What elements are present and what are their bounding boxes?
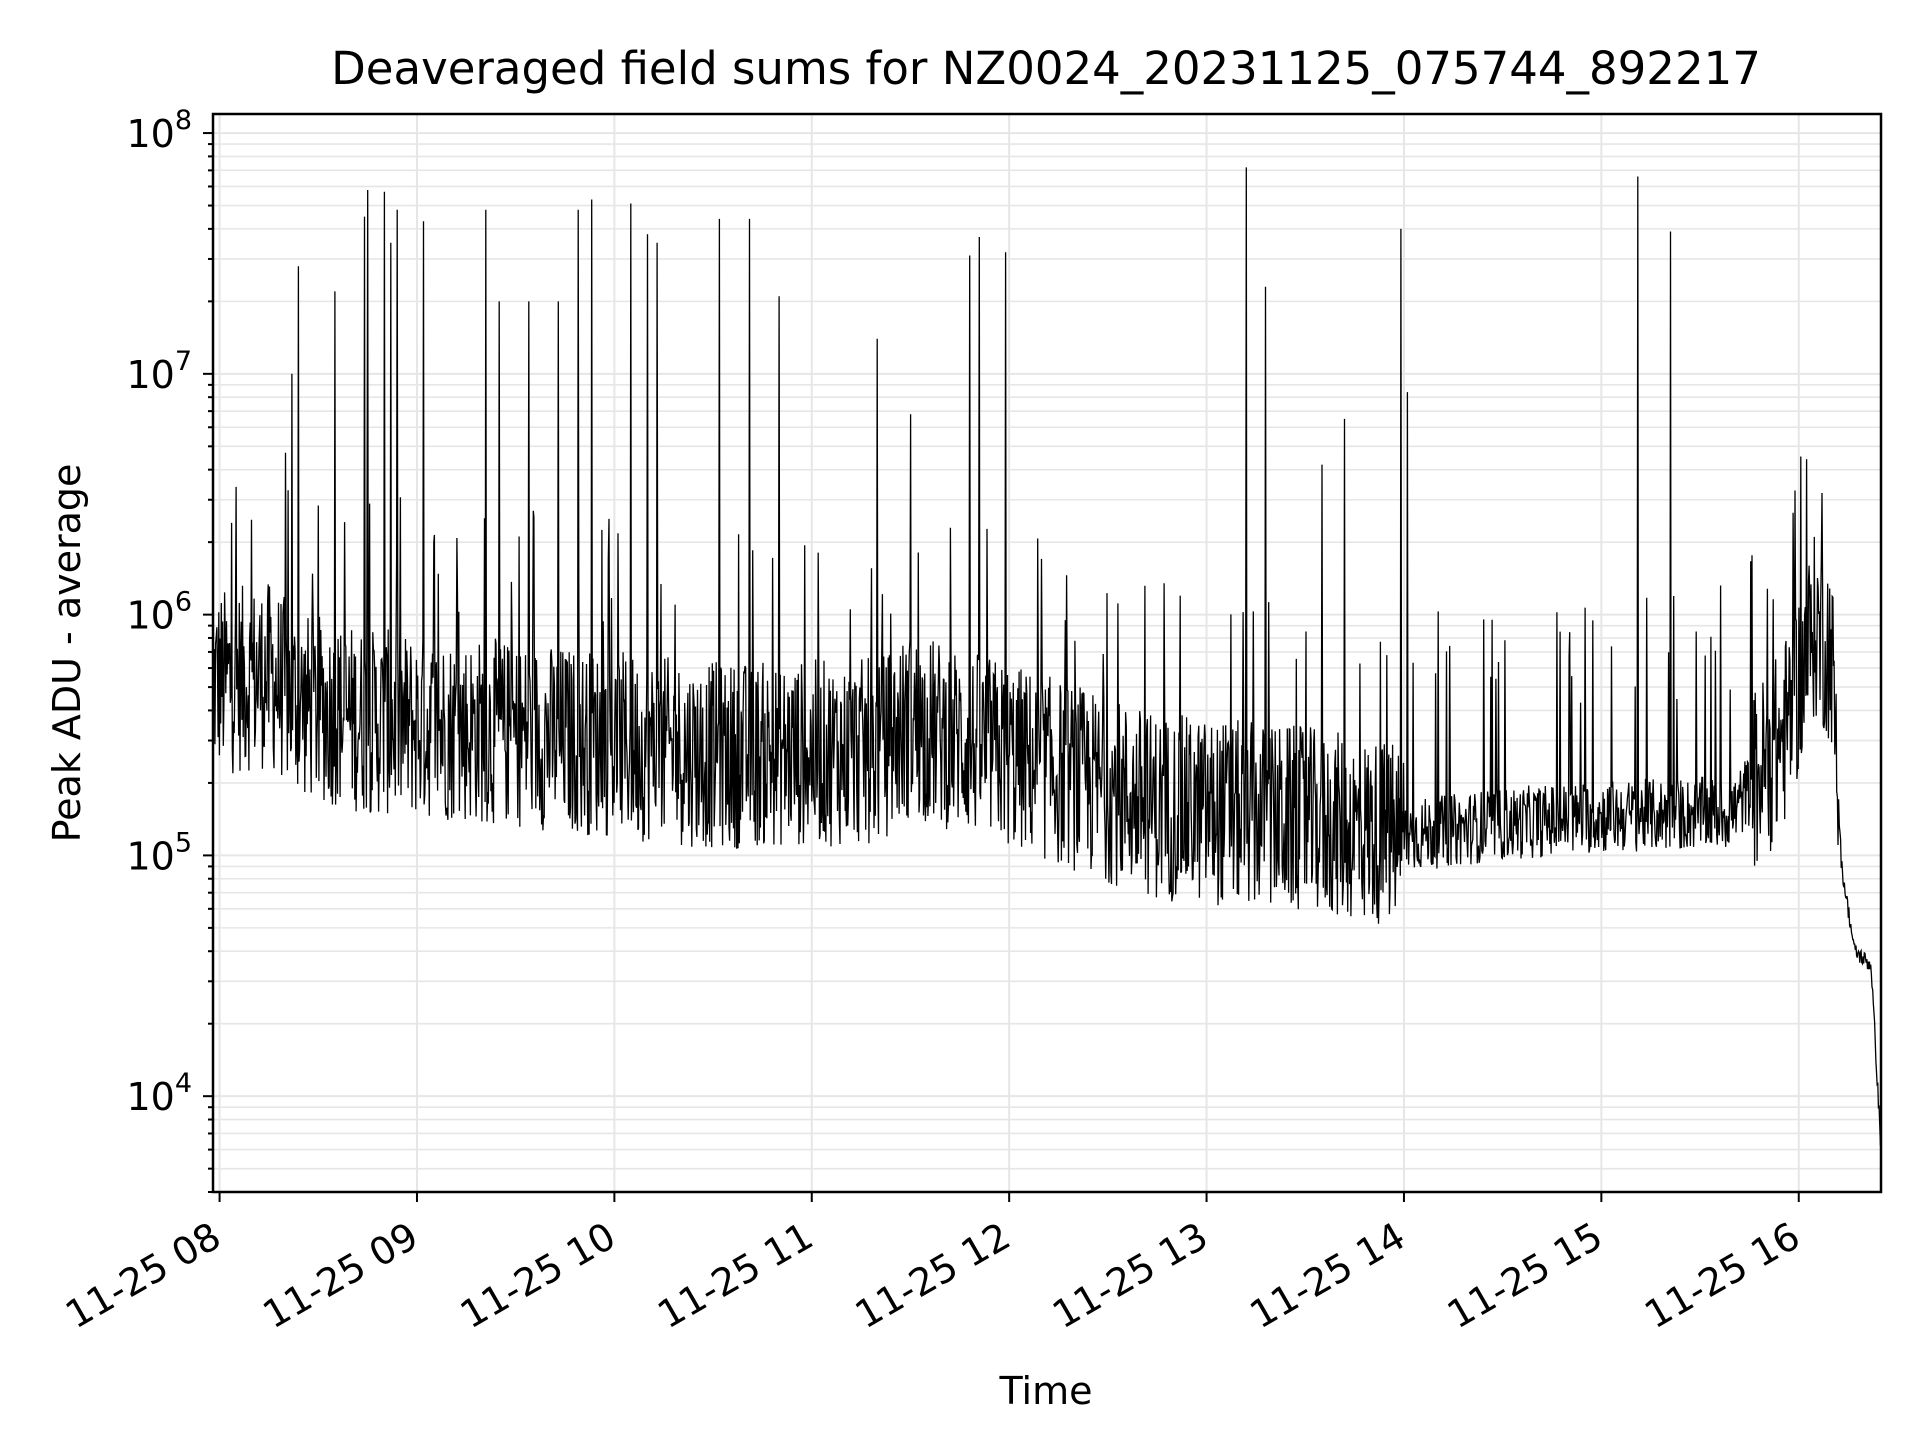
y-axis: 104 105 106 107 108 xyxy=(126,105,213,1193)
grid-lines xyxy=(213,114,1881,1193)
y-tick-label: 104 xyxy=(126,1068,192,1119)
y-axis-label: Peak ADU - average xyxy=(45,464,89,843)
plot-area-frame xyxy=(211,112,1883,1194)
chart-title: Deaveraged field sums for NZ0024_2023112… xyxy=(331,42,1761,95)
y-tick-label: 108 xyxy=(126,105,192,156)
y-tick-label: 107 xyxy=(126,346,192,397)
series-line xyxy=(213,167,1881,1149)
data-series-layer xyxy=(213,167,1881,1149)
y-tick-label: 105 xyxy=(126,827,192,878)
y-tick-label: 106 xyxy=(126,587,192,638)
x-axis-label: Time xyxy=(999,1369,1093,1413)
